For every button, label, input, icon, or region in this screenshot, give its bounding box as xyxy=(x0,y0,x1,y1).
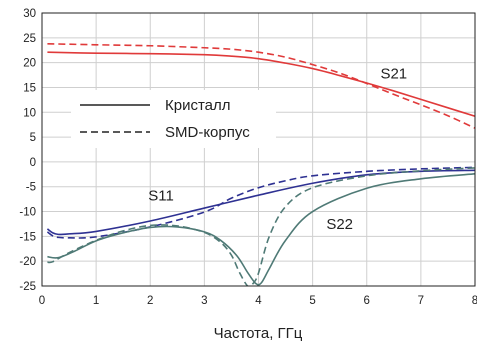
ticks: -25 -20 -15 -10 -5 0 5 10 15 20 25 30 0 1 2 3 4 5 6 7 8 xyxy=(19,8,477,307)
series-line-s22-dashed xyxy=(47,167,475,286)
series-group xyxy=(46,42,475,286)
series-line-s21-dashed xyxy=(47,42,475,129)
annotation-s11: S11 xyxy=(148,188,174,205)
y-tick-label: -10 xyxy=(19,207,36,219)
x-tick-label: 1 xyxy=(93,295,99,307)
annotation-s22: S22 xyxy=(326,216,353,233)
y-tick-label: 15 xyxy=(23,82,36,94)
series-line-s22-solid xyxy=(47,173,475,286)
y-tick-label: 0 xyxy=(30,157,36,169)
x-tick-label: 7 xyxy=(418,295,424,307)
legend: Кристалл SMD-корпус xyxy=(71,90,276,148)
legend-label-dashed: SMD-корпус xyxy=(165,124,250,141)
series-line-s11-dashed xyxy=(46,166,475,239)
y-tick-label: -25 xyxy=(19,281,36,293)
y-tick-label: -20 xyxy=(19,256,36,268)
x-tick-label: 2 xyxy=(147,295,153,307)
x-tick-label: 6 xyxy=(364,295,370,307)
y-tick-label: 5 xyxy=(30,132,36,144)
y-tick-label: 25 xyxy=(23,33,36,45)
x-tick-label: 3 xyxy=(201,295,207,307)
x-tick-label: 5 xyxy=(309,295,315,307)
plot-frame xyxy=(41,12,476,287)
x-tick-label: 8 xyxy=(472,295,477,307)
x-tick-label: 0 xyxy=(39,295,45,307)
y-tick-label: -15 xyxy=(19,231,36,243)
x-tick-label: 4 xyxy=(255,295,262,307)
series-line-s21-solid xyxy=(47,51,475,118)
y-tick-label: -5 xyxy=(26,182,36,194)
y-tick-label: 30 xyxy=(23,8,36,20)
y-tick-label: 10 xyxy=(23,107,36,119)
y-tick-label: 20 xyxy=(23,58,36,70)
annotation-s21: S21 xyxy=(380,66,407,83)
x-axis-label: Частота, ГГц xyxy=(214,325,303,342)
annotations: S21 S11 S22 xyxy=(148,66,407,233)
legend-box xyxy=(71,90,276,148)
legend-label-solid: Кристалл xyxy=(165,97,231,114)
